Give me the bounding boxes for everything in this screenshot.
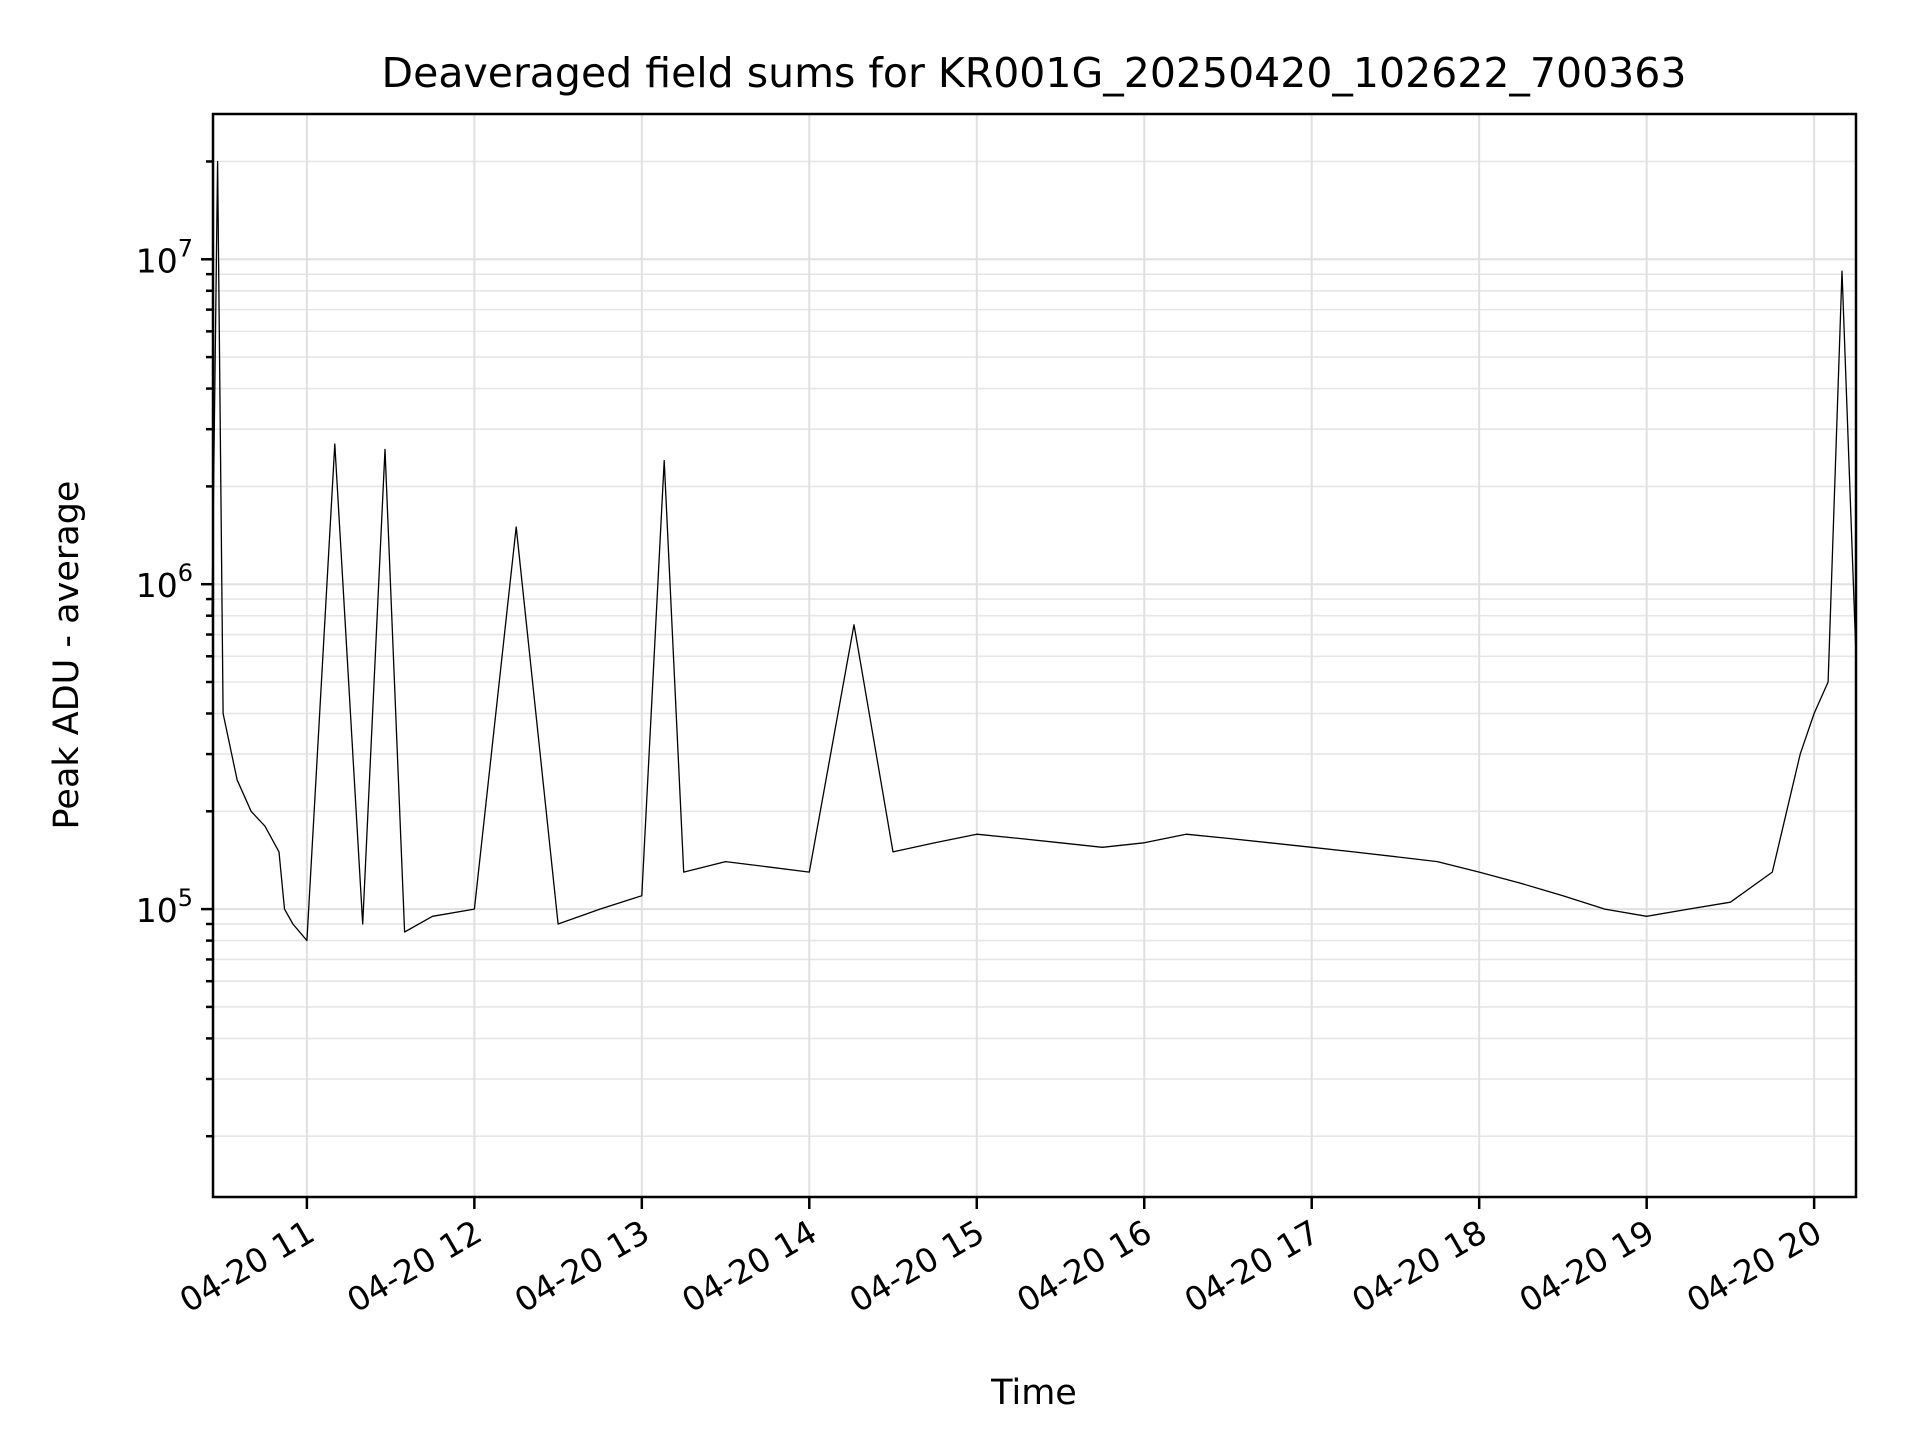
chart-title: Deaveraged field sums for KR001G_2025042… [382,49,1687,97]
y-tick-label: 106 [136,559,193,605]
y-axis-label: Peak ADU - average [47,481,87,830]
ticks [201,160,1816,1209]
y-tick-label: 107 [136,234,193,280]
series-layer [211,160,1857,942]
x-axis-label: Time [990,1373,1077,1413]
y-tick-label: 105 [136,884,193,930]
grid [213,114,1856,1197]
series-line [211,160,1857,942]
